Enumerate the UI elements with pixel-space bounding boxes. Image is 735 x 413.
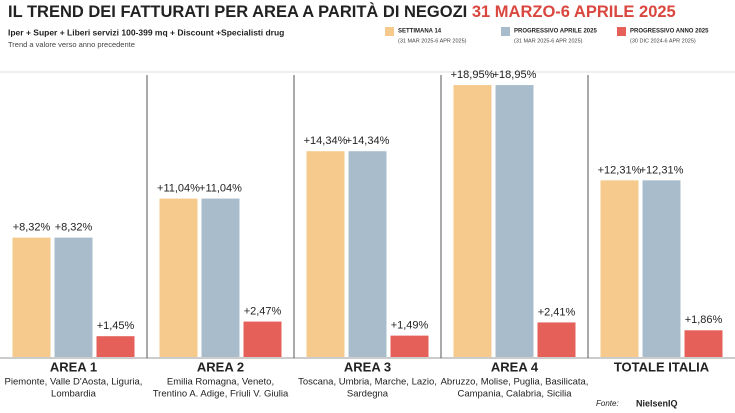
value-label: +14,34%: [346, 135, 390, 147]
category-note: Sardegna: [347, 389, 389, 400]
category-label: AREA 1: [50, 359, 97, 374]
bar: [495, 85, 534, 357]
bar: [390, 335, 429, 357]
value-label: +1,49%: [391, 320, 429, 332]
value-label: +1,86%: [685, 314, 723, 326]
bar: [537, 322, 576, 357]
bar: [12, 237, 51, 357]
bar: [453, 85, 492, 357]
legend-label: PROGRESSIVO ANNO 2025: [630, 29, 709, 35]
category-note: Emilia Romagna, Veneto,: [167, 377, 274, 388]
source-label: Fonte:: [596, 399, 619, 408]
value-label: +8,32%: [55, 222, 93, 234]
category-label: AREA 3: [344, 359, 391, 374]
bar: [348, 151, 387, 357]
bar: [96, 336, 135, 357]
category-label: AREA 4: [491, 359, 539, 374]
value-label: +8,32%: [13, 222, 51, 234]
legend-swatch: [617, 27, 626, 36]
value-label: +11,04%: [157, 182, 200, 194]
value-label: +2,47%: [244, 305, 282, 317]
value-label: +1,45%: [97, 320, 135, 332]
category-note: Toscana, Umbria, Marche, Lazio,: [298, 377, 437, 388]
legend-period: (31 MAR 2025-6 APR 2025): [398, 38, 467, 44]
category-note: Lombardia: [51, 389, 97, 400]
bar: [159, 198, 198, 357]
bar: [684, 330, 723, 357]
bar: [600, 180, 639, 357]
value-label: +11,04%: [199, 182, 242, 194]
value-label: +14,34%: [304, 135, 348, 147]
category-note: Trentino A. Adige, Friuli V. Giulia: [153, 389, 289, 400]
note: Trend a valore verso anno precedente: [8, 40, 135, 49]
bar: [54, 237, 93, 357]
value-label: +12,31%: [598, 164, 642, 176]
value-label: +18,95%: [493, 69, 537, 81]
category-note: Abruzzo, Molise, Puglia, Basilicata,: [441, 377, 589, 388]
legend-period: (30 DIC 2024-6 APR 2025): [630, 38, 696, 44]
bar: [642, 180, 681, 357]
value-label: +18,95%: [451, 69, 495, 81]
category-note: Piemonte, Valle D'Aosta, Liguria,: [5, 377, 143, 388]
category-label: AREA 2: [197, 359, 244, 374]
source: NielsenIQ: [636, 398, 678, 408]
bar: [306, 151, 345, 357]
bar: [201, 198, 240, 357]
title-highlight: 31 MARZO-6 APRILE 2025: [472, 3, 676, 21]
subtitle: Iper + Super + Liberi servizi 100-399 mq…: [8, 27, 284, 37]
legend-label: SETTIMANA 14: [398, 29, 442, 35]
legend-period: (31 MAR 2025-6 APR 2025): [514, 38, 583, 44]
category-label: TOTALE ITALIA: [614, 359, 710, 374]
chart-title: IL TREND DEI FATTURATI PER AREA A PARITÀ…: [8, 2, 676, 21]
legend-swatch: [385, 27, 394, 36]
legend-swatch: [501, 27, 510, 36]
legend-label: PROGRESSIVO APRILE 2025: [514, 29, 597, 35]
bar: [243, 321, 282, 357]
value-label: +2,41%: [538, 306, 576, 318]
title-main: IL TREND DEI FATTURATI PER AREA A PARITÀ…: [8, 2, 467, 21]
category-note: Campania, Calabria, Sicilia: [457, 389, 572, 400]
value-label: +12,31%: [640, 164, 684, 176]
